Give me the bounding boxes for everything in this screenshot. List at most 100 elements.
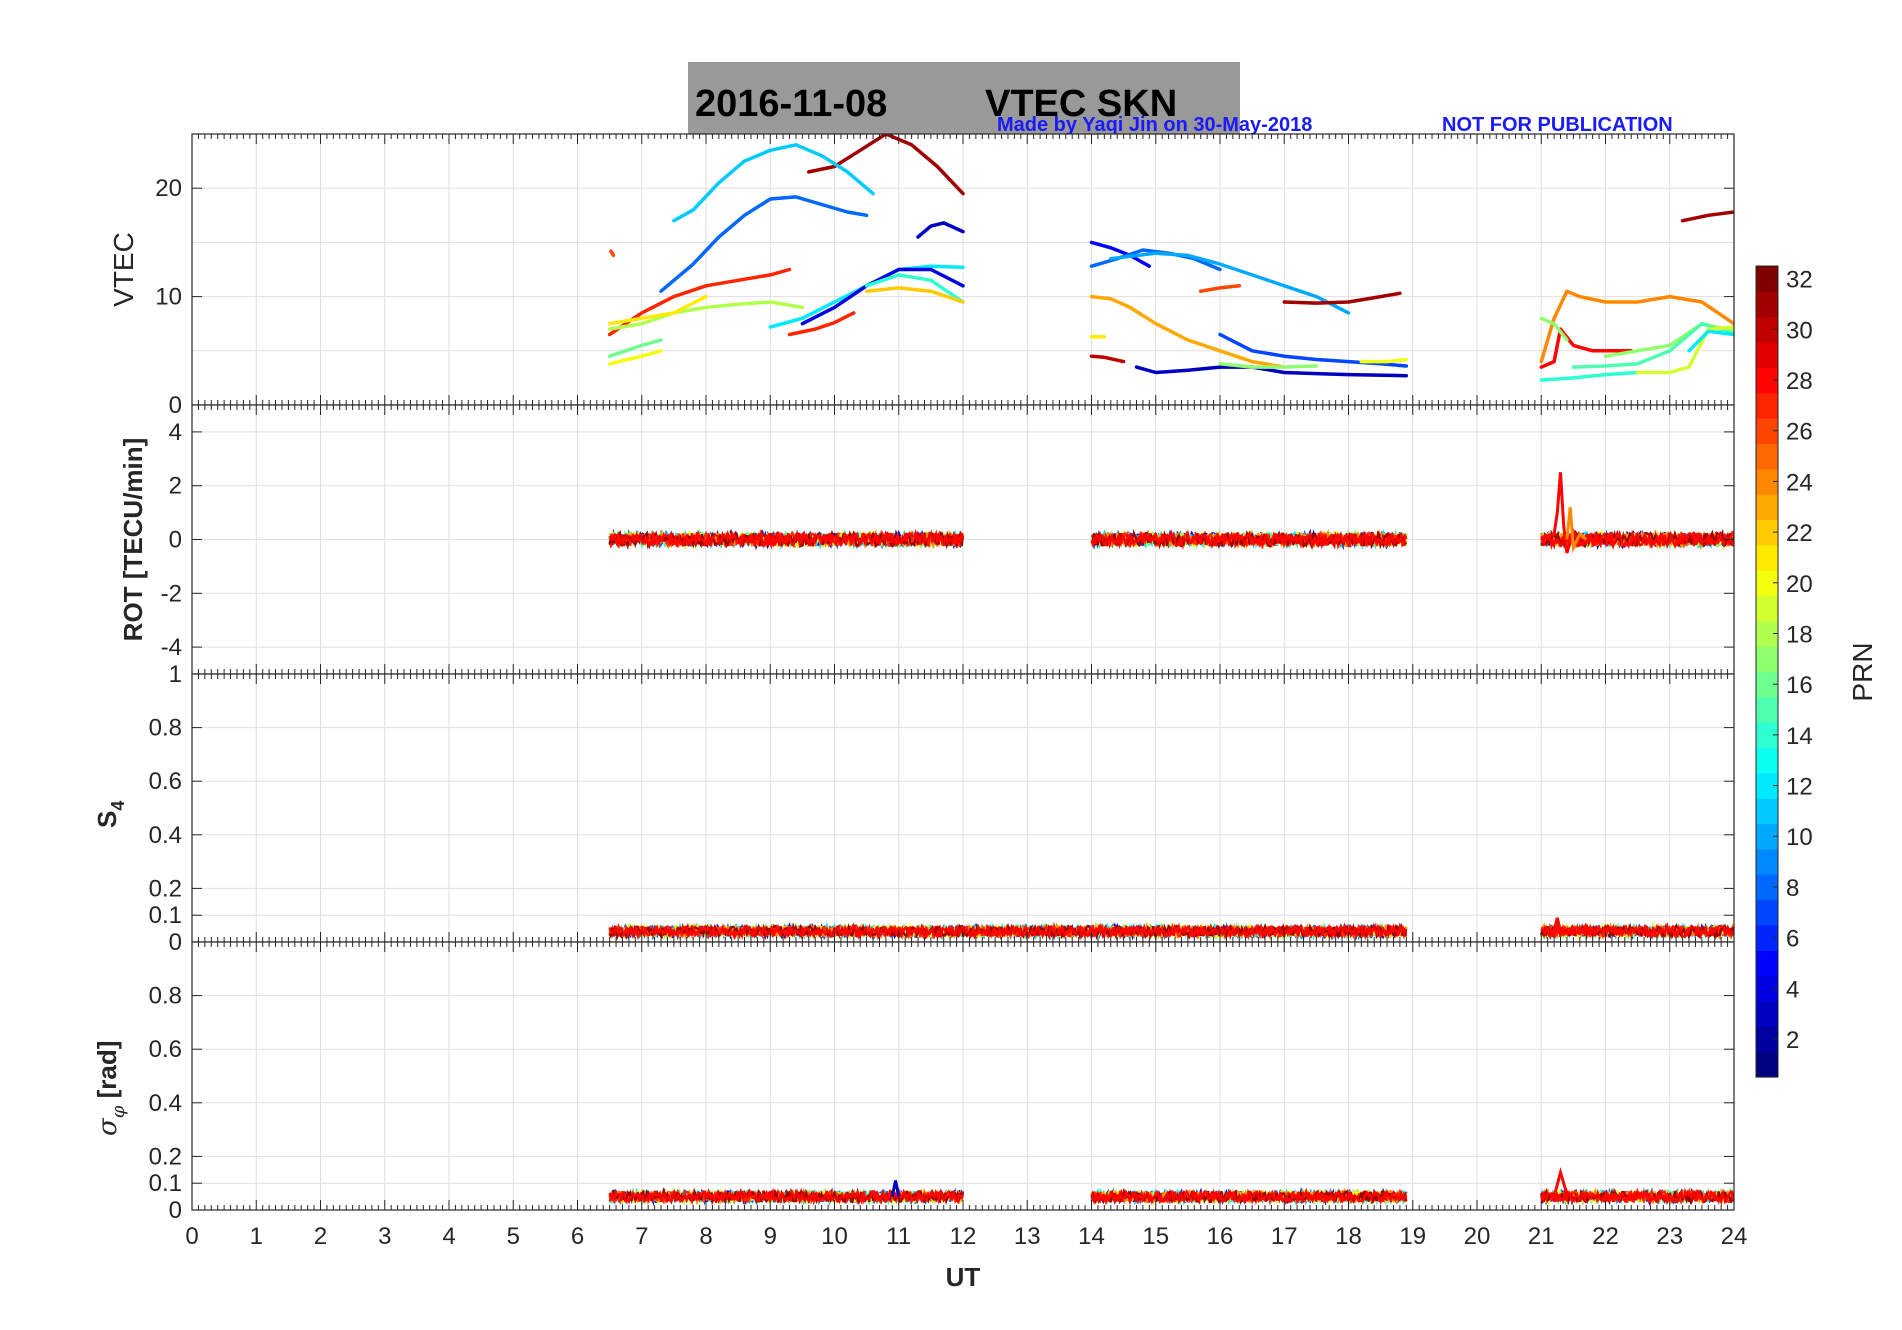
- series-line-prn-5: [1089, 240, 1152, 268]
- y-tick-label: 4: [169, 419, 182, 446]
- series-line-prn-20: [1359, 357, 1409, 364]
- y-axis-label-sigma: σ: [93, 1117, 123, 1136]
- x-tick-label: 7: [635, 1223, 648, 1250]
- spike-prn-28: [1552, 917, 1562, 932]
- panel-sigma_phi: 00.10.20.40.60.8σφ [rad]0 1 2 3 4 5 6 7 8 9 10 11 12…: [92, 941, 1748, 1292]
- y-tick-label: 0: [169, 392, 182, 419]
- y-tick-label: 0: [169, 1197, 182, 1224]
- series-line-prn-21: [607, 294, 708, 326]
- colorbar-tick-label: 16: [1786, 672, 1813, 699]
- y-tick-label: 20: [155, 175, 182, 202]
- x-tick-label: 5: [507, 1223, 520, 1250]
- data-layer: [608, 917, 1734, 941]
- credit-text: Made by Yaqi Jin on 30-May-2018: [997, 114, 1312, 136]
- series-line-prn-31: [1680, 210, 1734, 223]
- y-axis-label: S4: [92, 801, 128, 828]
- series-line-prn-17: [1218, 362, 1319, 369]
- x-tick-label: 11: [886, 1223, 911, 1250]
- x-tick-label: 0: [185, 1223, 198, 1250]
- colorbar-cell: [1756, 1000, 1778, 1027]
- x-tick-label: 13: [1014, 1223, 1041, 1250]
- y-tick-label: 0.1: [149, 1170, 182, 1197]
- series-line-prn-18: [607, 300, 805, 331]
- y-tick-label: 0: [169, 527, 182, 554]
- series-trace-prn-31: [1090, 1188, 1408, 1205]
- series-line-prn-31: [1282, 291, 1402, 305]
- series-line-prn-27: [607, 267, 792, 337]
- data-layer: [608, 1166, 1734, 1207]
- colorbar-tick-label: 6: [1786, 926, 1799, 953]
- series-trace-prn-28: [608, 528, 965, 550]
- colorbar-cell: [1756, 1026, 1778, 1053]
- y-axis-label-unit: [rad]: [92, 1041, 122, 1106]
- x-tick-label: 16: [1207, 1223, 1234, 1250]
- y-axis-label-phi: φ: [108, 1105, 129, 1118]
- colorbar-tick-label: 26: [1786, 419, 1813, 446]
- colorbar-cell: [1756, 570, 1778, 597]
- series-line-prn-31: [807, 134, 965, 196]
- series-line-prn-14: [864, 273, 965, 304]
- series-line-prn-7: [1218, 332, 1409, 368]
- colorbar-cell: [1756, 924, 1778, 951]
- colorbar-cell: [1756, 899, 1778, 926]
- x-tick-label: 2: [314, 1223, 327, 1250]
- y-tick-label: 1: [169, 661, 182, 688]
- colorbar-cell: [1756, 848, 1778, 875]
- y-tick-label: 0.8: [149, 983, 182, 1010]
- series-trace-prn-28: [1540, 1187, 1734, 1206]
- series-line-prn-15: [1571, 321, 1734, 369]
- colorbar-cell: [1756, 595, 1778, 622]
- series-line-prn-14: [1539, 370, 1640, 382]
- colorbar-tick-label: 28: [1786, 368, 1813, 395]
- colorbar-cell: [1756, 519, 1778, 546]
- colorbar-cell: [1756, 392, 1778, 419]
- x-tick-label: 24: [1721, 1223, 1748, 1250]
- colorbar-cell: [1756, 342, 1778, 368]
- series-line-prn-28: [1539, 327, 1633, 369]
- x-tick-label: 18: [1335, 1223, 1362, 1250]
- series-line-prn-8: [659, 195, 869, 293]
- colorbar-tick-label: 10: [1786, 824, 1813, 851]
- colorbar-cell: [1756, 722, 1778, 749]
- colorbar-cell: [1756, 494, 1778, 521]
- colorbar-tick-label: 24: [1786, 469, 1813, 496]
- title-background: [688, 62, 1240, 134]
- x-tick-label: 22: [1592, 1223, 1619, 1250]
- x-tick-label: 8: [699, 1223, 712, 1250]
- colorbar-cell: [1756, 772, 1778, 799]
- colorbar-cell: [1756, 823, 1778, 850]
- colorbar-cell: [1756, 468, 1778, 495]
- data-layer: [607, 134, 1734, 382]
- y-axis-label: VTEC: [108, 232, 139, 307]
- y-tick-label: -4: [161, 634, 182, 661]
- colorbar-cell: [1756, 646, 1778, 673]
- colorbar-tick-label: 20: [1786, 571, 1813, 598]
- x-axis-label: UT: [946, 1262, 981, 1292]
- colorbar-cell: [1756, 291, 1778, 318]
- x-tick-label: 14: [1078, 1223, 1105, 1250]
- x-tick-label: 23: [1656, 1223, 1683, 1250]
- title-date: 2016-11-08: [695, 83, 887, 125]
- colorbar-tick-label: 32: [1786, 267, 1813, 294]
- x-tick-label: 1: [250, 1223, 263, 1250]
- series-line-prn-19: [1635, 325, 1734, 375]
- colorbar-cell: [1756, 1051, 1778, 1078]
- series-trace-prn-28: [608, 922, 1408, 941]
- y-tick-label: 0.6: [149, 1036, 182, 1063]
- colorbar-cell: [1756, 266, 1778, 292]
- colorbar-cell: [1756, 747, 1778, 774]
- colorbar-cell: [1756, 620, 1778, 647]
- series-line-prn-22: [864, 286, 965, 304]
- colorbar-cell: [1756, 950, 1778, 977]
- series-line-prn-17: [1539, 316, 1569, 342]
- series-line-prn-10: [1109, 251, 1351, 315]
- x-tick-label: 9: [764, 1223, 777, 1250]
- x-tick-label: 17: [1271, 1223, 1298, 1250]
- x-tick-label: 15: [1142, 1223, 1169, 1250]
- colorbar-tick-label: 12: [1786, 774, 1813, 801]
- colorbar-cell: [1756, 975, 1778, 1002]
- series-line-prn-3: [916, 221, 965, 239]
- colorbar-tick-label: 22: [1786, 520, 1813, 547]
